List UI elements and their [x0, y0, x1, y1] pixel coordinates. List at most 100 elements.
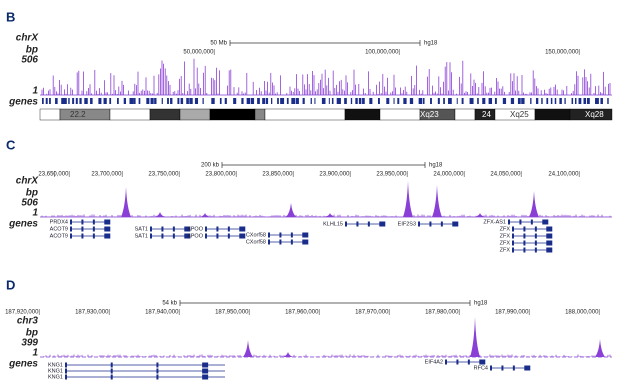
gene	[219, 98, 222, 104]
panel-letter: C	[6, 137, 16, 152]
exon	[156, 368, 159, 374]
gene-name: PRDX4	[50, 219, 68, 225]
exon	[216, 226, 219, 232]
exon	[467, 359, 470, 365]
gene	[233, 98, 237, 104]
peak	[243, 340, 253, 357]
exon	[429, 221, 432, 227]
scale-label: 50 Mb	[210, 41, 227, 47]
exon	[65, 374, 67, 380]
exon	[81, 219, 84, 225]
exon	[172, 226, 175, 232]
gene-name: SAT1	[135, 233, 148, 239]
exon	[156, 362, 159, 368]
gene	[350, 98, 353, 104]
gene	[554, 98, 557, 104]
gene	[129, 98, 134, 104]
gene-name: KNG1	[48, 368, 63, 374]
exon	[512, 233, 514, 239]
track-label: chr3	[17, 316, 39, 327]
gene	[564, 98, 566, 104]
exon	[302, 232, 309, 238]
exon	[227, 226, 230, 232]
gene	[257, 98, 260, 104]
exon	[546, 247, 553, 253]
exon	[542, 219, 549, 225]
peak	[529, 191, 539, 217]
exon	[172, 233, 175, 239]
exon	[379, 221, 386, 227]
gene	[521, 98, 525, 104]
exon	[92, 233, 95, 239]
gene	[339, 98, 341, 104]
exon	[418, 221, 420, 227]
gene	[271, 98, 273, 104]
exon	[456, 359, 459, 365]
gene	[314, 98, 316, 104]
panel-letter: B	[6, 9, 15, 24]
gene	[64, 98, 67, 104]
gene	[161, 98, 163, 104]
gene-name: CXorf58	[246, 239, 266, 245]
coordinate: 23,950,000|	[376, 172, 408, 178]
gene	[600, 98, 603, 104]
gene	[321, 98, 326, 104]
gene	[546, 98, 549, 104]
coordinate: 150,000,000|	[545, 50, 580, 56]
exon	[546, 226, 553, 232]
coordinate: 23,800,000|	[205, 172, 237, 178]
gene	[291, 98, 296, 104]
exon	[92, 219, 95, 225]
exon	[216, 233, 219, 239]
coordinate: 187,920,000|	[5, 310, 40, 316]
track-label: bp	[26, 328, 38, 339]
gene	[167, 98, 169, 104]
gene	[146, 98, 150, 104]
band-label: 22.2	[70, 110, 86, 119]
exon	[512, 365, 515, 371]
exon	[440, 221, 443, 227]
peak	[475, 213, 485, 217]
band	[39, 108, 61, 121]
gene	[535, 98, 539, 104]
coordinate: 187,940,000|	[145, 310, 180, 316]
track-label: chrX	[16, 176, 40, 187]
exon	[302, 239, 309, 245]
exon	[184, 226, 191, 232]
gene	[607, 98, 609, 104]
gene-track	[40, 97, 612, 105]
gene	[246, 98, 251, 104]
gene	[72, 98, 75, 104]
exon	[290, 232, 293, 238]
coordinate: 24,050,000|	[490, 172, 522, 178]
coordinate: |	[53, 172, 55, 178]
gene	[397, 98, 400, 104]
gene	[277, 98, 279, 104]
coordinate: 187,980,000|	[425, 310, 460, 316]
exon	[534, 226, 537, 232]
band-label: Xq23	[420, 110, 439, 119]
band	[254, 108, 266, 121]
gene	[559, 98, 562, 104]
gene	[84, 98, 88, 104]
band-label: q21.1	[300, 110, 321, 119]
exon	[290, 239, 293, 245]
gene	[355, 98, 358, 104]
band-label: 24	[482, 110, 491, 119]
coordinate: 23,900,000|	[319, 172, 351, 178]
gene	[310, 98, 312, 104]
gene-name: SAT1	[135, 226, 148, 232]
gene	[109, 98, 112, 104]
exon	[268, 232, 270, 238]
exon	[530, 219, 533, 225]
gene	[362, 98, 365, 104]
gene	[194, 98, 199, 104]
gene	[574, 98, 577, 104]
exon	[445, 359, 447, 365]
exon	[227, 233, 230, 239]
gene	[138, 98, 141, 104]
exon	[205, 233, 207, 239]
gene-name: ZFX	[500, 240, 511, 246]
exon	[184, 233, 191, 239]
coordinate: 187,990,000|	[495, 310, 530, 316]
